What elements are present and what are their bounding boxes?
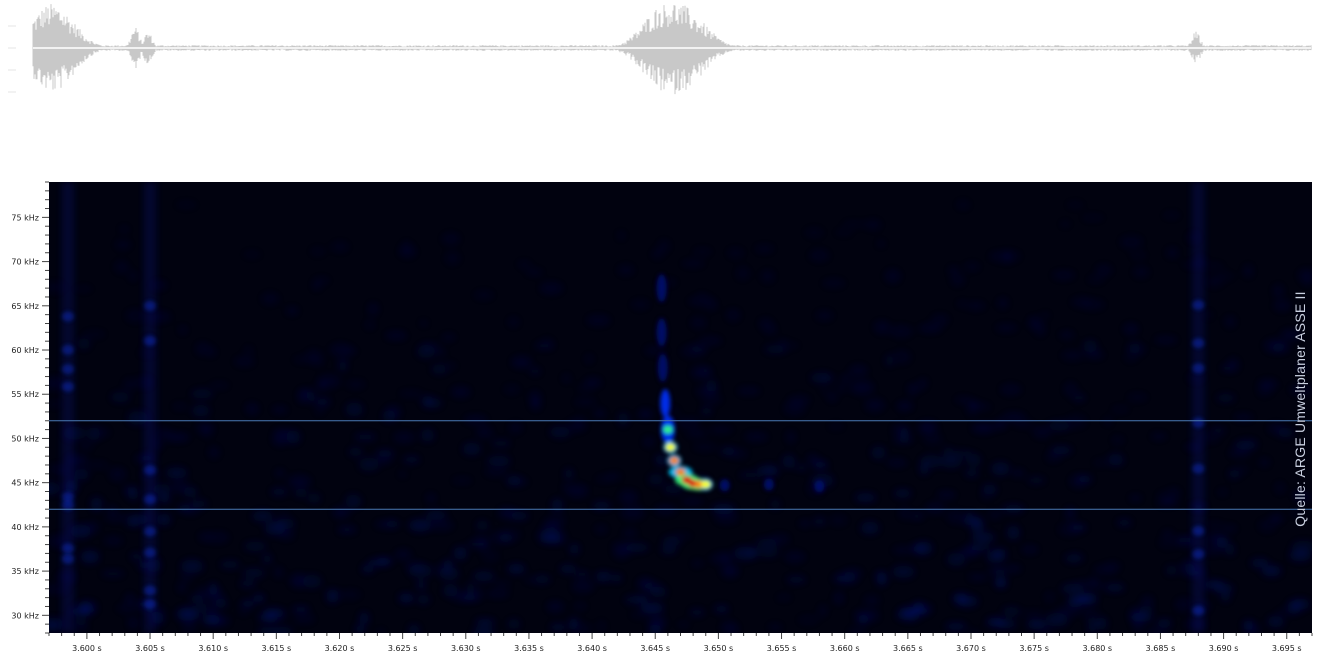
x-tick-label: 3.690 s [1209, 644, 1239, 653]
spectrogram-energy [49, 182, 1312, 633]
call-point [763, 478, 774, 491]
click-column [61, 182, 74, 633]
waveform-trace [32, 4, 1312, 95]
click-blob [1192, 338, 1205, 349]
x-tick-label: 3.685 s [1146, 644, 1176, 653]
x-tick-label: 3.660 s [830, 644, 860, 653]
background-noise [49, 200, 1312, 633]
click-blob [61, 543, 74, 554]
y-tick-label: 75 kHz [11, 213, 39, 222]
click-blob [144, 547, 157, 558]
credit-watermark: Quelle: ARGE Umweltplaner ASSE II [1289, 186, 1311, 632]
call-point [656, 274, 667, 303]
click-column [144, 182, 157, 633]
credit-text: Quelle: ARGE Umweltplaner ASSE II [1292, 291, 1308, 527]
click-blob [1192, 525, 1205, 536]
y-tick-label: 50 kHz [11, 434, 39, 443]
call-core [700, 480, 711, 489]
x-tick-label: 3.610 s [198, 644, 228, 653]
click-blob [1192, 363, 1205, 374]
click-blob [1192, 299, 1205, 310]
x-tick-label: 3.625 s [388, 644, 418, 653]
x-tick-label: 3.670 s [956, 644, 986, 653]
y-tick-label: 55 kHz [11, 390, 39, 399]
click-blob [61, 553, 74, 564]
y-tick-label: 60 kHz [11, 346, 39, 355]
click-blob [1192, 463, 1205, 474]
y-tick-label: 70 kHz [11, 258, 39, 267]
click-column [1192, 182, 1205, 633]
y-tick-label: 45 kHz [11, 479, 39, 488]
click-blob [61, 344, 74, 355]
call-point [719, 479, 730, 492]
click-blob [144, 300, 157, 311]
x-tick-label: 3.650 s [704, 644, 734, 653]
y-tick-label: 65 kHz [11, 302, 39, 311]
bat-call [656, 274, 825, 493]
x-tick-label: 3.615 s [262, 644, 292, 653]
click-blob [1192, 549, 1205, 560]
click-blob [61, 492, 74, 503]
x-tick-label: 3.620 s [325, 644, 355, 653]
x-tick-label: 3.600 s [72, 644, 102, 653]
click-blob [144, 526, 157, 537]
call-core [675, 468, 686, 477]
click-blob [61, 311, 74, 322]
click-blob [144, 464, 157, 475]
click-blob [144, 585, 157, 596]
y-tick-label: 30 kHz [11, 611, 39, 620]
click-blob [61, 364, 74, 375]
click-blob [1192, 605, 1205, 616]
x-tick-label: 3.655 s [767, 644, 797, 653]
call-point [814, 480, 825, 493]
x-tick-label: 3.665 s [893, 644, 923, 653]
y-tick-label: 40 kHz [11, 523, 39, 532]
spectrogram-svg: 75 kHz 70 kHz 65 kHz 60 kHz 55 kHz 50 kHz 45 k… [11, 181, 1313, 653]
waveform-chart [8, 4, 1312, 95]
x-tick-label: 3.680 s [1082, 644, 1112, 653]
click-blob [61, 500, 74, 511]
x-tick-label: 3.695 s [1272, 644, 1302, 653]
x-tick-label: 3.645 s [640, 644, 670, 653]
click-blob [1192, 417, 1205, 428]
click-blob [144, 494, 157, 505]
call-core [665, 443, 676, 452]
call-point [657, 353, 668, 382]
x-tick-label: 3.630 s [451, 644, 481, 653]
call-point [656, 318, 667, 347]
spectrogram-chart: 75 kHz 70 kHz 65 kHz 60 kHz 55 kHz 50 kHz 45 k… [0, 178, 1327, 657]
spectrogram-background [49, 182, 1312, 633]
x-tick-label: 3.640 s [577, 644, 607, 653]
click-blob [144, 335, 157, 346]
y-tick-label: 35 kHz [11, 567, 39, 576]
click-blob [61, 381, 74, 392]
x-tick-label: 3.675 s [1019, 644, 1049, 653]
call-core [669, 456, 680, 465]
click-blob [144, 599, 157, 610]
x-tick-label: 3.605 s [135, 644, 165, 653]
x-tick-label: 3.635 s [514, 644, 544, 653]
call-point [660, 389, 671, 418]
call-core [662, 425, 673, 434]
